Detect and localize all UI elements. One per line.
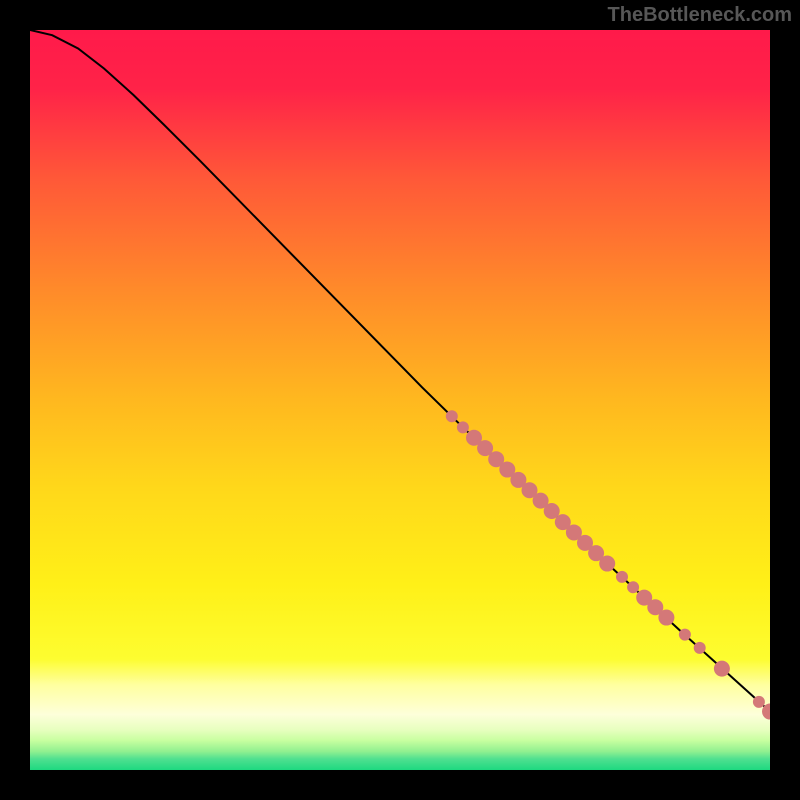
scatter-point [658,610,674,626]
scatter-point [457,421,469,433]
scatter-point [627,581,639,593]
scatter-point [446,410,458,422]
chart-overlay [30,30,770,770]
watermark-text: TheBottleneck.com [608,4,792,27]
scatter-point [599,556,615,572]
scatter-points-group [446,410,770,719]
scatter-point [753,696,765,708]
scatter-point [714,661,730,677]
scatter-point [694,642,706,654]
scatter-point [679,629,691,641]
scatter-point [616,571,628,583]
chart-container: TheBottleneck.com [0,0,800,800]
plot-area [30,30,770,770]
